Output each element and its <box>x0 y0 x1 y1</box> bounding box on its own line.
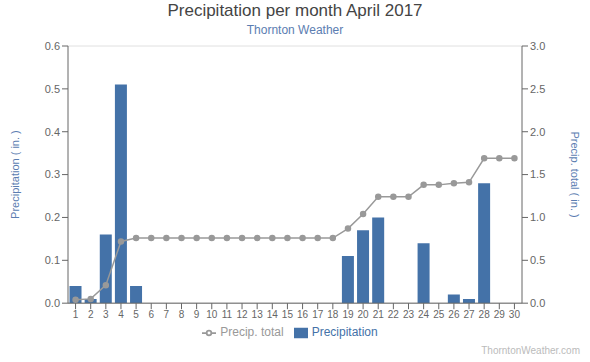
svg-text:16: 16 <box>297 309 309 320</box>
svg-text:6: 6 <box>148 309 154 320</box>
svg-text:28: 28 <box>479 309 491 320</box>
svg-text:Precipitation ( in. ): Precipitation ( in. ) <box>9 130 21 219</box>
svg-text:1.5: 1.5 <box>530 168 545 180</box>
svg-text:10: 10 <box>206 309 218 320</box>
svg-text:23: 23 <box>403 309 415 320</box>
svg-text:29: 29 <box>494 309 506 320</box>
svg-text:0.4: 0.4 <box>45 126 60 138</box>
svg-text:25: 25 <box>433 309 445 320</box>
svg-text:9: 9 <box>194 309 200 320</box>
svg-text:0.5: 0.5 <box>530 254 545 266</box>
svg-text:0.6: 0.6 <box>45 40 60 52</box>
svg-text:15: 15 <box>282 309 294 320</box>
svg-text:0.3: 0.3 <box>45 168 60 180</box>
svg-text:22: 22 <box>388 309 400 320</box>
svg-text:21: 21 <box>373 309 385 320</box>
svg-text:14: 14 <box>267 309 279 320</box>
html-text:ThorntonWeather.com: ThorntonWeather.com <box>481 345 580 356</box>
svg-text:24: 24 <box>418 309 430 320</box>
svg-text:17: 17 <box>312 309 324 320</box>
html-text:Precip. total: Precip. total <box>220 325 284 340</box>
svg-text:1.0: 1.0 <box>530 211 545 223</box>
html-text:Precipitation: Precipitation <box>311 325 378 340</box>
svg-text:30: 30 <box>509 309 521 320</box>
svg-text:3.0: 3.0 <box>530 40 545 52</box>
svg-text:7: 7 <box>164 309 170 320</box>
svg-text:0.2: 0.2 <box>45 211 60 223</box>
svg-text:18: 18 <box>327 309 339 320</box>
svg-text:12: 12 <box>236 309 248 320</box>
html-text:Precipitation per month April: Precipitation per month April 2017 <box>167 1 423 20</box>
svg-text:2.0: 2.0 <box>530 126 545 138</box>
svg-text:27: 27 <box>463 309 475 320</box>
svg-text:0.5: 0.5 <box>45 83 60 95</box>
html-text:Thornton Weather: Thornton Weather <box>246 23 344 37</box>
svg-text:4: 4 <box>118 309 124 320</box>
svg-text:2.5: 2.5 <box>530 83 545 95</box>
svg-text:20: 20 <box>358 309 370 320</box>
svg-text:26: 26 <box>448 309 460 320</box>
svg-text:0.1: 0.1 <box>45 254 60 266</box>
svg-text:0.0: 0.0 <box>530 297 545 309</box>
svg-text:0.0: 0.0 <box>45 297 60 309</box>
svg-text:2: 2 <box>88 309 94 320</box>
svg-text:13: 13 <box>252 309 264 320</box>
svg-text:Precip. total ( in. ): Precip. total ( in. ) <box>569 131 581 217</box>
svg-text:5: 5 <box>133 309 139 320</box>
svg-text:19: 19 <box>342 309 354 320</box>
svg-text:3: 3 <box>103 309 109 320</box>
svg-text:8: 8 <box>179 309 185 320</box>
svg-text:1: 1 <box>73 309 79 320</box>
svg-text:11: 11 <box>222 309 233 320</box>
